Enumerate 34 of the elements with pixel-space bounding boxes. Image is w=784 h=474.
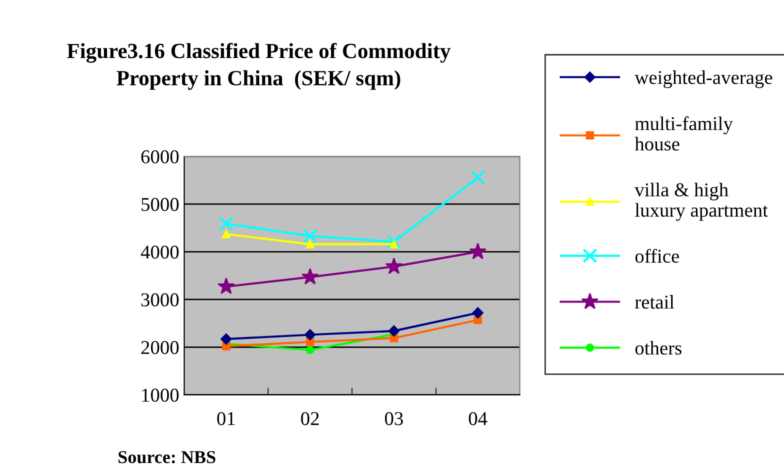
point — [302, 228, 318, 244]
legend-label: retail — [635, 295, 674, 309]
point — [388, 325, 400, 337]
x-tick-label: 03 — [384, 412, 403, 426]
y-tick-label: 2000 — [141, 340, 179, 354]
point — [306, 346, 314, 354]
source-note: Source: NBS — [118, 451, 216, 464]
point — [218, 278, 235, 294]
y-tick-label: 6000 — [141, 150, 179, 164]
point — [301, 268, 319, 284]
x-tick-label: 04 — [468, 412, 488, 426]
point — [469, 242, 486, 260]
point — [385, 258, 403, 274]
x-tick-label: 02 — [301, 412, 319, 426]
y-tick-label: 4000 — [140, 246, 179, 259]
y-tick-label: 5000 — [142, 198, 179, 212]
point — [222, 230, 230, 238]
point — [304, 329, 316, 340]
y-tick-label: 1000 — [142, 388, 179, 402]
point — [218, 216, 234, 231]
point — [472, 307, 484, 318]
point — [470, 170, 486, 185]
x-tick-label: 01 — [217, 412, 235, 426]
y-tick-label: 3000 — [141, 293, 179, 306]
legend-label: weighted-average — [634, 70, 772, 88]
legend-label: office — [635, 248, 679, 263]
point — [390, 240, 398, 248]
legend-label: others — [635, 341, 682, 355]
chart-title: Figure3.16 Classified Price of Commodity Property in China (SEK/ sqm) — [67, 42, 451, 90]
legend-label: villa & high luxury apartment — [634, 182, 768, 221]
point — [306, 240, 314, 248]
point — [386, 234, 402, 250]
point — [220, 333, 232, 345]
legend-label: multi-family house — [634, 116, 733, 151]
